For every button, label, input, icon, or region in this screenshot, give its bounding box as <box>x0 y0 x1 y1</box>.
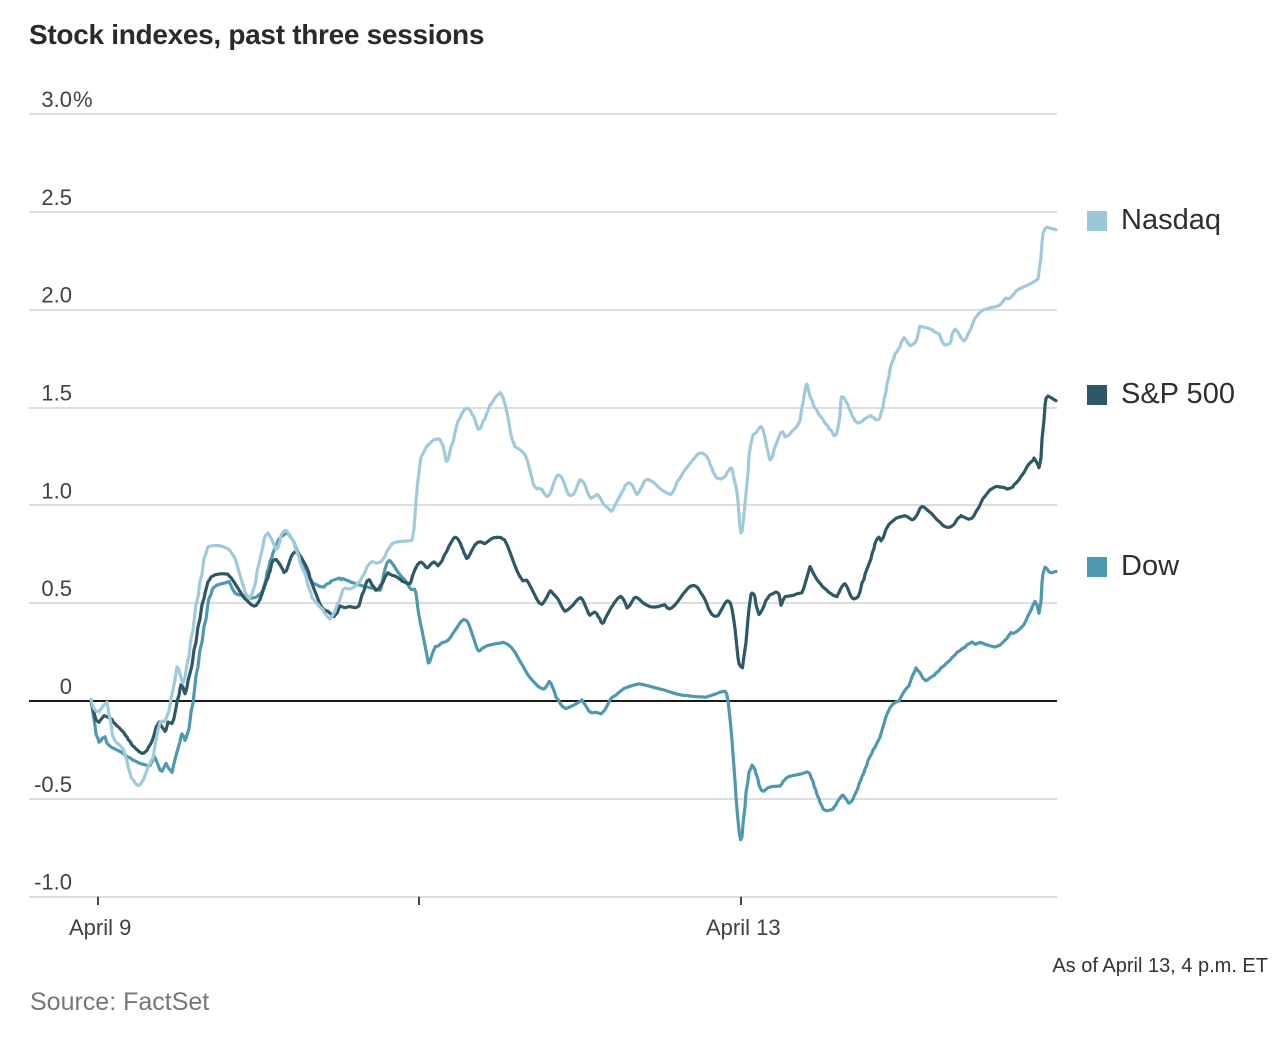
svg-text:2.5: 2.5 <box>41 185 72 210</box>
svg-text:-0.5: -0.5 <box>34 772 72 797</box>
svg-text:1.5: 1.5 <box>41 381 72 406</box>
svg-text:%: % <box>73 87 93 112</box>
svg-text:April 9: April 9 <box>69 915 131 940</box>
svg-text:1.0: 1.0 <box>41 478 72 503</box>
svg-text:0: 0 <box>60 674 72 699</box>
svg-text:S&P 500: S&P 500 <box>1121 378 1235 410</box>
svg-text:-1.0: -1.0 <box>34 870 72 895</box>
svg-text:Dow: Dow <box>1121 550 1180 582</box>
svg-text:2.0: 2.0 <box>41 283 72 308</box>
svg-text:0.5: 0.5 <box>41 576 72 601</box>
svg-text:3.0: 3.0 <box>41 87 72 112</box>
svg-text:April 13: April 13 <box>706 915 781 940</box>
svg-text:Nasdaq: Nasdaq <box>1121 204 1221 236</box>
